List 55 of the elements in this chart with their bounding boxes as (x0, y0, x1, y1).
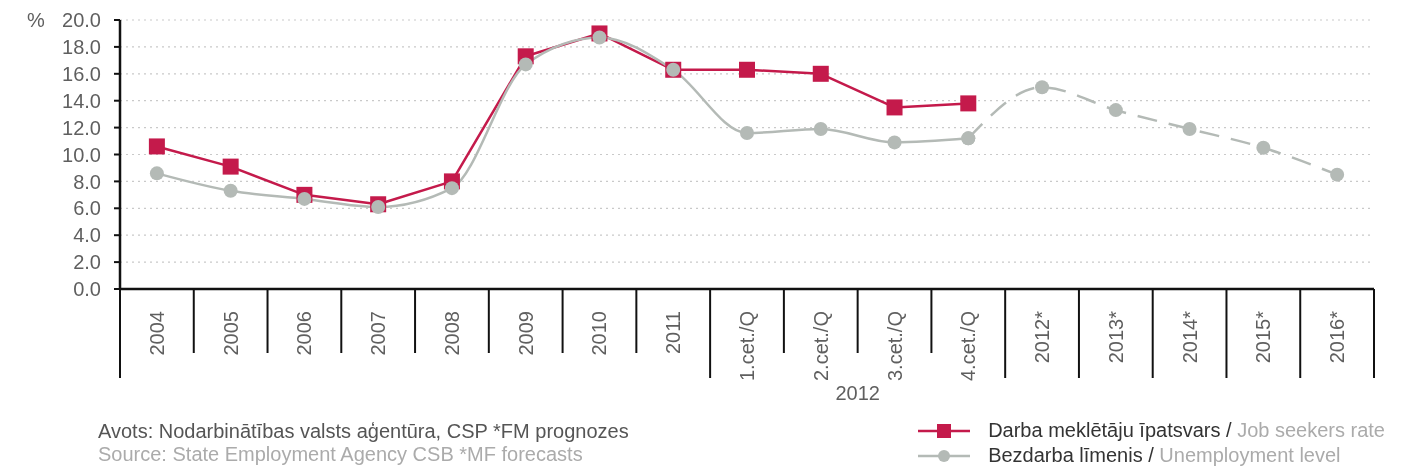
legend-label: Darba meklētāju īpatsvars / Job seekers rate (988, 419, 1385, 441)
point (1035, 80, 1050, 95)
x-tick-label: 4.cet./Q (957, 311, 980, 382)
point (887, 135, 902, 150)
x-tick-label: 3.cet./Q (883, 311, 906, 382)
text: Avots: Nodarbinātības valsts aģentūra, CSP *FM prognozes (98, 420, 629, 442)
y-tick-label: 10.0 (62, 143, 101, 166)
point (149, 166, 164, 181)
point (518, 57, 533, 72)
point (148, 138, 165, 155)
point (961, 131, 976, 146)
point (1256, 140, 1271, 155)
point (813, 121, 828, 136)
point (1182, 121, 1197, 136)
point (592, 30, 607, 45)
point (960, 95, 977, 112)
y-tick-label: 14.0 (62, 89, 101, 112)
x-tick-label: 2016* (1326, 310, 1349, 364)
y-tick-label: 6.0 (73, 197, 101, 220)
x-tick-label: 2004 (145, 311, 168, 356)
x-tick-label: 2014* (1178, 310, 1201, 364)
y-tick-label: 16.0 (62, 62, 101, 85)
point (444, 181, 459, 196)
x-tick-label: 2008 (440, 311, 463, 356)
legend-label: Bezdarba līmenis / Unemployment level (988, 444, 1341, 466)
point (812, 65, 829, 82)
x-tick-label: 2015* (1252, 310, 1275, 364)
text: 2012 (835, 382, 880, 404)
x-tick-label: 2010 (588, 311, 611, 356)
x-tick-label: 2007 (367, 311, 390, 356)
x-tick-label: 2013* (1104, 310, 1127, 364)
point (1108, 103, 1123, 118)
source-note: Source: State Employment Agency CSB *MF forecasts (98, 443, 583, 465)
point (223, 183, 238, 198)
y-tick-label: 2.0 (73, 251, 101, 274)
y-tick-label: 0.0 (73, 278, 101, 301)
y-tick-label: 4.0 (73, 224, 101, 247)
point (222, 158, 239, 175)
y-tick-label: 20.0 (62, 9, 101, 32)
point (297, 191, 312, 206)
x-tick-label: 2005 (219, 311, 242, 356)
x-tick-label: 2006 (293, 311, 316, 356)
y-tick-label: 12.0 (62, 116, 101, 139)
x-tick-label: 2011 (662, 311, 685, 355)
y-axis-title: % (27, 9, 45, 31)
point (886, 99, 903, 116)
point (740, 125, 754, 140)
x-tick-label: 2009 (514, 311, 537, 356)
y-tick-label: 8.0 (73, 170, 101, 193)
x-tick-label: 2.cet./Q (809, 311, 832, 382)
point (1330, 167, 1345, 182)
x-tick-label: 2012* (1031, 310, 1054, 364)
x-tick-label: 1.cet./Q (736, 311, 758, 382)
point (739, 61, 755, 78)
y-tick-label: 18.0 (62, 36, 101, 58)
